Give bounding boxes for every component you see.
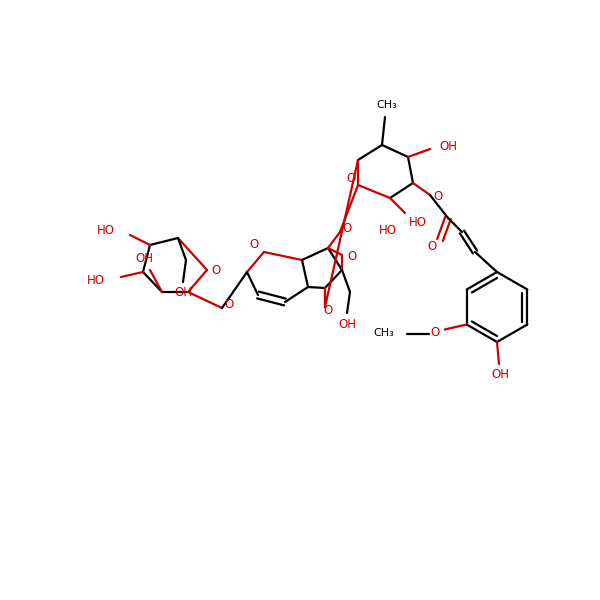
Text: O: O (343, 221, 352, 235)
Text: HO: HO (97, 223, 115, 236)
Text: O: O (347, 251, 356, 263)
Text: O: O (430, 326, 439, 339)
Text: O: O (433, 191, 443, 203)
Text: OH: OH (439, 140, 457, 154)
Text: HO: HO (379, 223, 397, 236)
Text: OH: OH (338, 319, 356, 331)
Text: O: O (250, 238, 259, 251)
Text: O: O (224, 298, 233, 311)
Text: O: O (346, 172, 356, 185)
Text: CH₃: CH₃ (373, 329, 394, 338)
Text: CH₃: CH₃ (377, 100, 397, 110)
Text: O: O (323, 304, 332, 317)
Text: HO: HO (409, 215, 427, 229)
Text: O: O (211, 263, 221, 277)
Text: OH: OH (174, 286, 192, 299)
Text: OH: OH (135, 251, 153, 265)
Text: HO: HO (87, 274, 105, 286)
Text: OH: OH (491, 368, 509, 382)
Text: O: O (427, 239, 437, 253)
